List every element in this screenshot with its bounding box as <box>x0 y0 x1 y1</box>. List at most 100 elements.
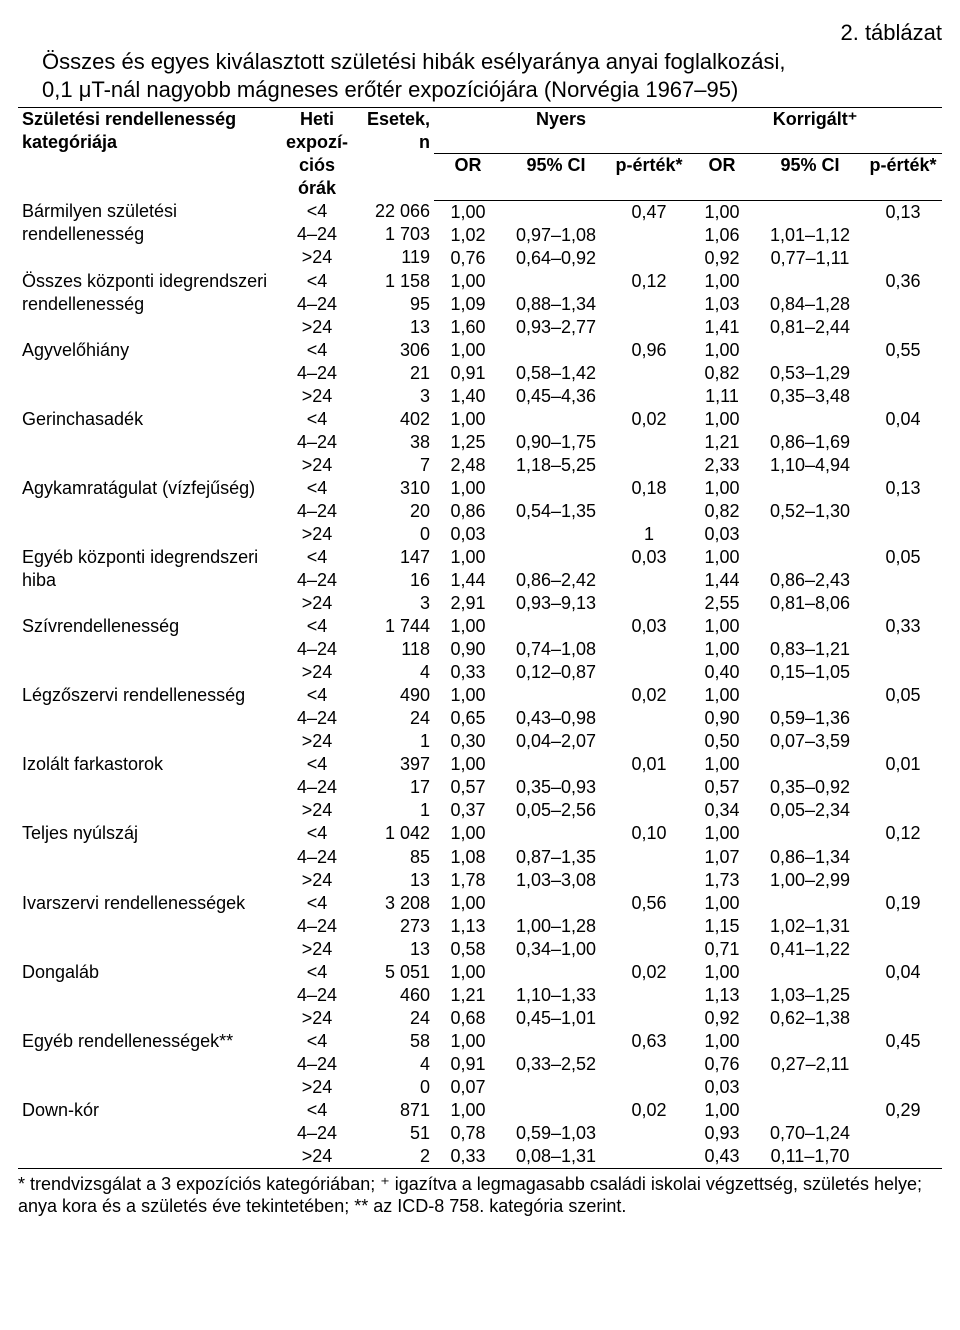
cell-cases: 58 4 0 <box>356 1030 434 1099</box>
cell-expo: <4 4–24 >24 <box>278 684 356 753</box>
table-row: Gerinchasadék<4 4–24 >24402 38 71,00 1,2… <box>18 408 942 477</box>
cell-category: Agyvelőhiány <box>18 339 278 408</box>
table-row: Összes központi idegrendszeri rendellene… <box>18 270 942 339</box>
cell-crude-ci: 1,00–1,28 0,34–1,00 <box>502 892 610 961</box>
cell-crude-or: 1,00 1,21 0,68 <box>434 961 502 1030</box>
col-adjusted: Korrigált⁺ <box>688 108 942 154</box>
cell-crude-p: 0,03 <box>610 615 688 684</box>
table-row: Ivarszervi rendellenességek<4 4–24 >243 … <box>18 892 942 961</box>
cell-crude-or: 1,00 0,57 0,37 <box>434 753 502 822</box>
table-row: Dongaláb<4 4–24 >245 051 460 241,00 1,21… <box>18 961 942 1030</box>
cell-category: Egyéb rendellenességek** <box>18 1030 278 1099</box>
cell-crude-or: 1,00 1,02 0,76 <box>434 200 502 270</box>
cell-crude-or: 1,00 0,65 0,30 <box>434 684 502 753</box>
table-row: Bármilyen születési rendellenesség<4 4–2… <box>18 200 942 270</box>
cell-adj-p: 0,01 <box>864 753 942 822</box>
cell-adj-ci: 0,53–1,29 0,35–3,48 <box>756 339 864 408</box>
cell-adj-ci: 0,52–1,30 <box>756 477 864 546</box>
cell-crude-or: 1,00 0,91 0,07 <box>434 1030 502 1099</box>
cell-adj-or: 1,00 0,82 1,11 <box>688 339 756 408</box>
cell-crude-or: 1,00 0,91 1,40 <box>434 339 502 408</box>
cell-adj-or: 1,00 1,00 0,40 <box>688 615 756 684</box>
cell-crude-p: 0,01 <box>610 753 688 822</box>
title-line1: Összes és egyes kiválasztott születési h… <box>42 49 785 74</box>
cell-expo: <4 4–24 >24 <box>278 546 356 615</box>
cell-adj-p: 0,55 <box>864 339 942 408</box>
col-expo: Heti expozí- ciós órák <box>278 108 356 201</box>
cell-category: Összes központi idegrendszeri rendellene… <box>18 270 278 339</box>
cell-crude-ci: 0,86–2,42 0,93–9,13 <box>502 546 610 615</box>
cell-crude-p: 0,10 <box>610 822 688 891</box>
cell-adj-p: 0,45 <box>864 1030 942 1099</box>
cell-adj-or: 1,00 0,82 0,03 <box>688 477 756 546</box>
title-line2: 0,1 μT-nál nagyobb mágneses erőtér expoz… <box>42 77 738 102</box>
cell-crude-or: 1,00 0,86 0,03 <box>434 477 502 546</box>
cell-adj-p: 0,04 <box>864 961 942 1030</box>
cell-crude-p: 0,02 <box>610 408 688 477</box>
cell-expo: <4 4–24 >24 <box>278 339 356 408</box>
cell-adj-ci: 0,27–2,11 <box>756 1030 864 1099</box>
cell-cases: 402 38 7 <box>356 408 434 477</box>
cell-adj-p: 0,29 <box>864 1099 942 1169</box>
cell-crude-ci: 0,33–2,52 <box>502 1030 610 1099</box>
table-row: Down-kór<4 4–24 >24871 51 21,00 0,78 0,3… <box>18 1099 942 1169</box>
cell-crude-or: 1,00 1,08 1,78 <box>434 822 502 891</box>
cell-cases: 871 51 2 <box>356 1099 434 1169</box>
table-row: Agykamratágulat (vízfejűség)<4 4–24 >243… <box>18 477 942 546</box>
cell-cases: 22 066 1 703 119 <box>356 200 434 270</box>
table-row: Teljes nyúlszáj<4 4–24 >241 042 85 131,0… <box>18 822 942 891</box>
cell-category: Egyéb központi idegrendszeri hiba <box>18 546 278 615</box>
cell-adj-or: 1,00 0,76 0,03 <box>688 1030 756 1099</box>
cell-cases: 490 24 1 <box>356 684 434 753</box>
col-crude: Nyers <box>434 108 688 154</box>
cell-expo: <4 4–24 >24 <box>278 961 356 1030</box>
cell-crude-ci: 0,97–1,08 0,64–0,92 <box>502 200 610 270</box>
col-ci-adj: 95% CI <box>756 154 864 200</box>
col-cases: Esetek, n <box>356 108 434 201</box>
cell-category: Down-kór <box>18 1099 278 1169</box>
cell-expo: <4 4–24 >24 <box>278 1099 356 1169</box>
cell-category: Gerinchasadék <box>18 408 278 477</box>
cell-adj-or: 1,00 1,03 1,41 <box>688 270 756 339</box>
cell-expo: <4 4–24 >24 <box>278 270 356 339</box>
table-row: Légzőszervi rendellenesség<4 4–24 >24490… <box>18 684 942 753</box>
cell-crude-p: 0,56 <box>610 892 688 961</box>
col-or-crude: OR <box>434 154 502 200</box>
cell-adj-ci: 0,70–1,24 0,11–1,70 <box>756 1099 864 1169</box>
col-category: Születési rendellenesség kategóriája <box>18 108 278 201</box>
col-ci-crude: 95% CI <box>502 154 610 200</box>
cell-adj-or: 1,00 1,13 0,92 <box>688 961 756 1030</box>
cell-crude-ci: 0,90–1,75 1,18–5,25 <box>502 408 610 477</box>
cell-crude-ci: 0,87–1,35 1,03–3,08 <box>502 822 610 891</box>
cell-crude-p: 0,63 <box>610 1030 688 1099</box>
table-label: 2. táblázat <box>18 20 942 46</box>
cell-crude-or: 1,00 1,44 2,91 <box>434 546 502 615</box>
cell-adj-p: 0,19 <box>864 892 942 961</box>
cell-expo: <4 4–24 >24 <box>278 477 356 546</box>
cell-crude-p: 0,18 1 <box>610 477 688 546</box>
cell-crude-or: 1,00 0,90 0,33 <box>434 615 502 684</box>
cell-crude-p: 0,47 <box>610 200 688 270</box>
cell-adj-p: 0,13 <box>864 200 942 270</box>
cell-adj-ci: 0,83–1,21 0,15–1,05 <box>756 615 864 684</box>
cell-crude-p: 0,02 <box>610 684 688 753</box>
cell-adj-ci: 1,02–1,31 0,41–1,22 <box>756 892 864 961</box>
cell-expo: <4 4–24 >24 <box>278 200 356 270</box>
cell-cases: 1 158 95 13 <box>356 270 434 339</box>
cell-expo: <4 4–24 >24 <box>278 615 356 684</box>
cell-expo: <4 4–24 >24 <box>278 892 356 961</box>
cell-crude-ci: 1,10–1,33 0,45–1,01 <box>502 961 610 1030</box>
cell-cases: 1 042 85 13 <box>356 822 434 891</box>
table-row: Szívrendellenesség<4 4–24 >241 744 118 4… <box>18 615 942 684</box>
footnote: * trendvizsgálat a 3 expozíciós kategóri… <box>18 1173 942 1218</box>
cell-adj-p: 0,05 <box>864 684 942 753</box>
data-table: Születési rendellenesség kategóriája Het… <box>18 107 942 1169</box>
cell-adj-or: 1,00 1,07 1,73 <box>688 822 756 891</box>
cell-category: Dongaláb <box>18 961 278 1030</box>
table-title: Összes és egyes kiválasztott születési h… <box>42 48 942 103</box>
cell-category: Izolált farkastorok <box>18 753 278 822</box>
cell-expo: <4 4–24 >24 <box>278 753 356 822</box>
table-row: Egyéb rendellenességek**<4 4–24 >2458 4 … <box>18 1030 942 1099</box>
table-row: Egyéb központi idegrendszeri hiba<4 4–24… <box>18 546 942 615</box>
cell-adj-ci: 1,01–1,12 0,77–1,11 <box>756 200 864 270</box>
